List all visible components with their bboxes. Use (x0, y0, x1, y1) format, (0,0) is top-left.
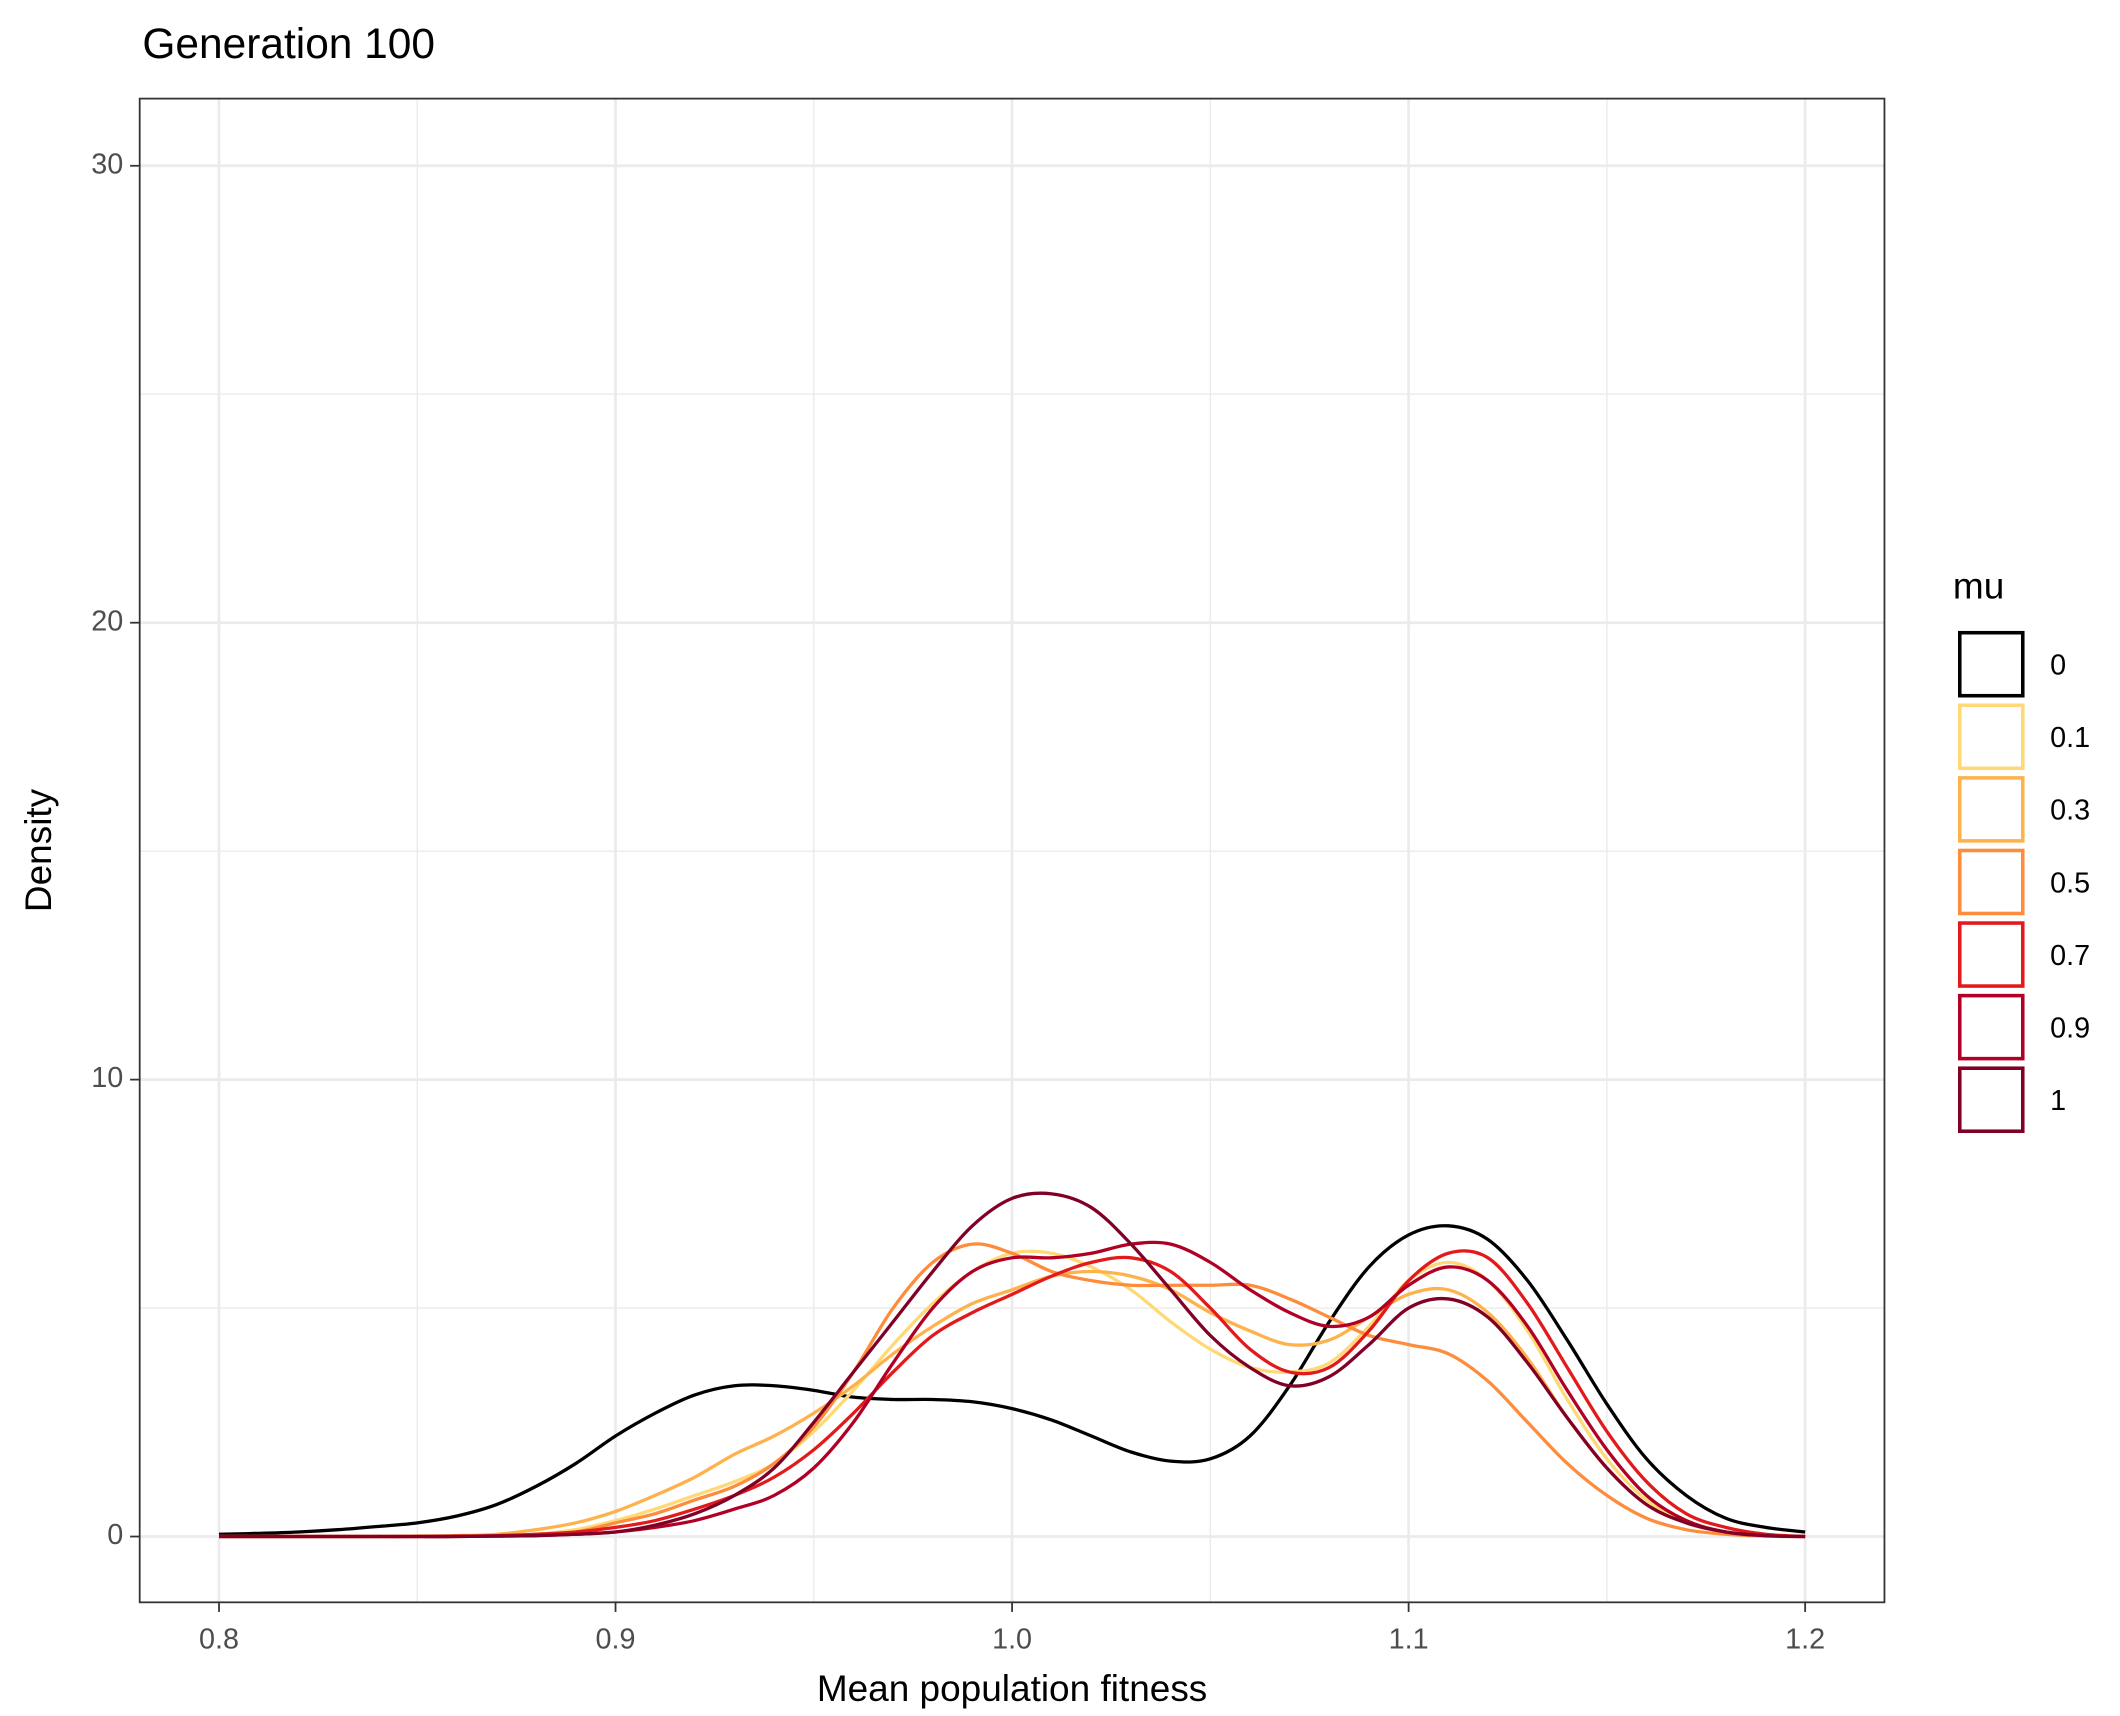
axes: 0.8 0.9 1.0 1.1 1.2 0 10 20 30 (91, 148, 1825, 1655)
y-tick-label: 0 (107, 1519, 123, 1551)
legend-label: 0.1 (2050, 722, 2090, 754)
y-tick-label: 10 (91, 1062, 123, 1094)
x-tick-label: 1.1 (1389, 1623, 1429, 1655)
legend-label: 0.9 (2050, 1012, 2090, 1044)
legend: 0 0.1 0.3 0.5 0.7 0.9 1 (1957, 630, 2090, 1133)
density-line (218, 1224, 1806, 1536)
legend-label: 0.3 (2050, 795, 2090, 827)
x-axis-title: Mean population fitness (817, 1668, 1207, 1709)
grid (139, 98, 1885, 1603)
chart-title: Generation 100 (142, 20, 435, 67)
legend-key (1957, 848, 2025, 916)
y-axis-title: Density (18, 788, 59, 912)
legend-key (1957, 921, 2025, 988)
legend-label: 0.7 (2050, 940, 2090, 972)
density-line (218, 1191, 1806, 1539)
plot-lines (218, 1191, 1806, 1539)
legend-key (1957, 630, 2025, 698)
x-tick-label: 1.0 (992, 1623, 1032, 1655)
legend-label: 0 (2050, 650, 2066, 682)
x-tick-label: 0.9 (596, 1623, 636, 1655)
y-tick-label: 30 (91, 148, 123, 180)
legend-key (1957, 776, 2025, 843)
legend-label: 0.5 (2050, 867, 2090, 899)
legend-label: 1 (2050, 1085, 2066, 1117)
x-tick-label: 1.2 (1785, 1623, 1825, 1655)
legend-title: mu (1953, 566, 2004, 607)
legend-key (1957, 1066, 2025, 1133)
y-tick-label: 20 (91, 605, 123, 637)
x-tick-label: 0.8 (199, 1623, 239, 1655)
legend-key (1957, 703, 2025, 771)
legend-key (1957, 993, 2025, 1061)
